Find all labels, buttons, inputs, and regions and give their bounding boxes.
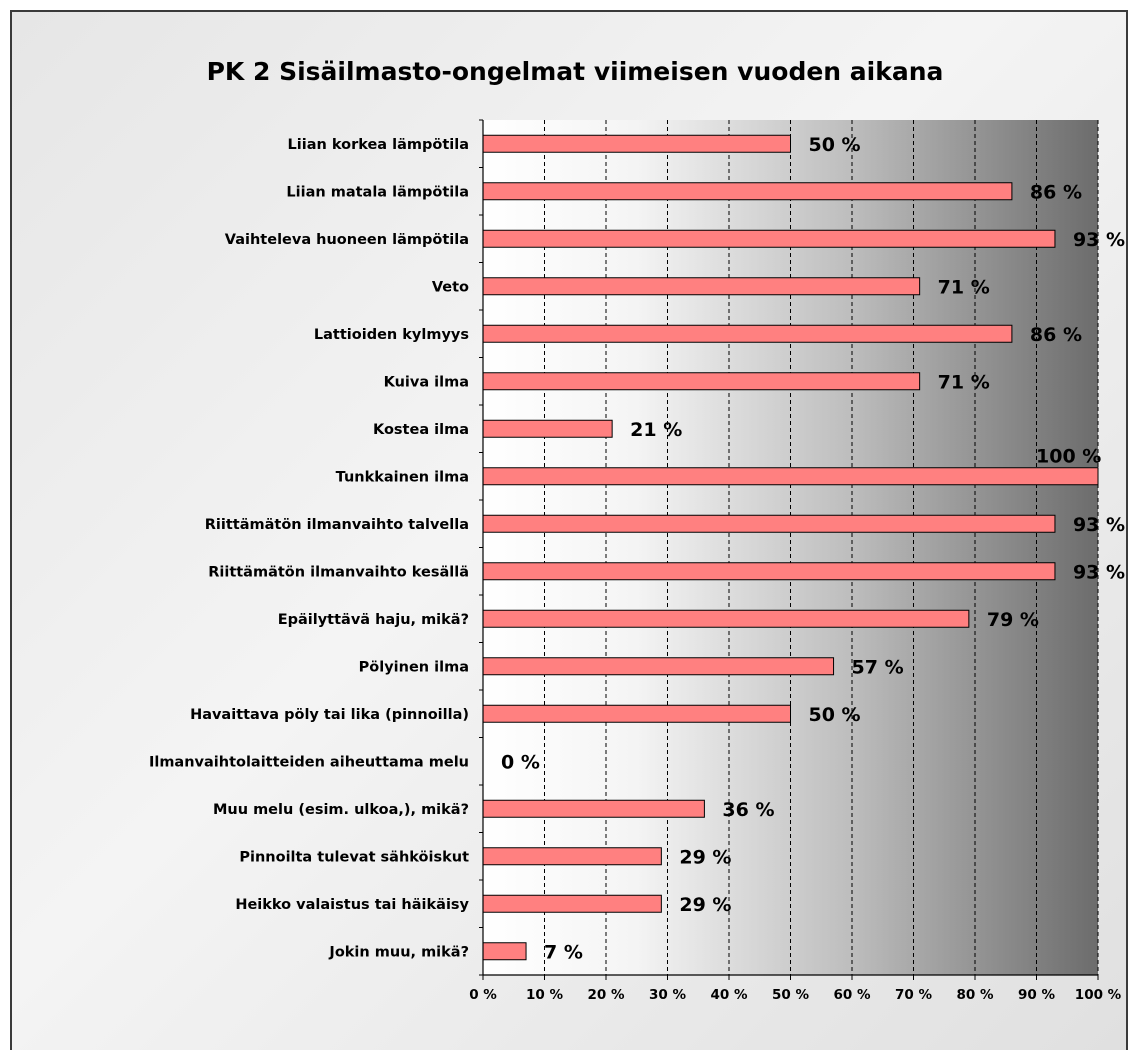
bar xyxy=(482,562,1056,581)
data-label: 50 % xyxy=(809,134,861,156)
x-tick-label: 30 % xyxy=(649,987,686,1003)
category-label: Lattioiden kylmyys xyxy=(314,327,469,343)
axes xyxy=(479,119,1099,980)
bar xyxy=(482,704,791,723)
data-label: 93 % xyxy=(1073,514,1125,536)
chart-title: PK 2 Sisäilmasto-ongelmat viimeisen vuod… xyxy=(207,57,944,86)
data-label: 50 % xyxy=(809,704,861,726)
bar xyxy=(482,657,835,676)
bar xyxy=(482,419,613,438)
data-label: 71 % xyxy=(938,371,990,393)
bar xyxy=(482,229,1056,248)
category-label: Liian korkea lämpötila xyxy=(288,137,469,153)
category-label: Pinnoilta tulevat sähköiskut xyxy=(239,849,469,865)
category-labels: Liian korkea lämpötila Liian matala lämpö… xyxy=(149,137,470,961)
x-tick-label: 0 % xyxy=(469,987,497,1003)
category-label: Kuiva ilma xyxy=(384,374,469,390)
category-label: Jokin muu, mikä? xyxy=(328,944,469,960)
data-label: 93 % xyxy=(1073,229,1125,251)
bar xyxy=(482,134,791,153)
category-label: Heikko valaistus tai häikäisy xyxy=(235,897,469,913)
bar xyxy=(482,467,1099,486)
data-label: 86 % xyxy=(1030,181,1082,203)
bar xyxy=(482,324,1013,343)
category-label: Ilmanvaihtolaitteiden aiheuttama melu xyxy=(149,754,469,770)
category-label: Havaittava pöly tai lika (pinnoilla) xyxy=(190,707,469,723)
category-label: Pölyinen ilma xyxy=(359,659,469,675)
data-label: 79 % xyxy=(987,609,1039,631)
x-tick-label: 90 % xyxy=(1018,987,1055,1003)
x-tick-label: 40 % xyxy=(710,987,747,1003)
data-label: 21 % xyxy=(630,419,682,441)
bar xyxy=(482,277,921,296)
x-tick-label: 80 % xyxy=(956,987,993,1003)
bar xyxy=(482,182,1013,201)
chart-frame: PK 2 Sisäilmasto-ongelmat viimeisen vuod… xyxy=(10,10,1128,1050)
category-label: Muu melu (esim. ulkoa,), mikä? xyxy=(213,802,469,818)
category-label: Liian matala lämpötila xyxy=(286,184,469,200)
data-label: 29 % xyxy=(679,846,731,868)
data-label: 7 % xyxy=(544,941,583,963)
data-label: 0 % xyxy=(501,751,540,773)
category-label: Kostea ilma xyxy=(373,422,469,438)
category-label: Epäilyttävä haju, mikä? xyxy=(278,612,469,628)
x-tick-label: 10 % xyxy=(526,987,563,1003)
x-tick-label: 50 % xyxy=(772,987,809,1003)
bar xyxy=(482,942,527,961)
x-tick-label: 70 % xyxy=(895,987,932,1003)
bars xyxy=(482,134,1099,961)
data-label: 57 % xyxy=(852,656,904,678)
category-label: Tunkkainen ilma xyxy=(336,469,469,485)
bar xyxy=(482,894,662,913)
category-label: Veto xyxy=(432,279,469,295)
category-label: Vaihteleva huoneen lämpötila xyxy=(225,232,469,248)
bar xyxy=(482,514,1056,533)
x-tick-labels: 0 % 10 % 20 % 30 % 40 % 50 % 60 % 70 % 80 % 90 % 1… xyxy=(469,987,1121,1003)
gridlines xyxy=(544,120,1099,975)
data-labels: 50 % 86 % 93 % 71 % 86 % 71 % 21 % 100 % 93 % 93 … xyxy=(501,134,1125,964)
data-label: 36 % xyxy=(722,799,774,821)
bar xyxy=(482,799,705,818)
data-label: 71 % xyxy=(938,276,990,298)
bar xyxy=(482,609,970,628)
bar-chart: PK 2 Sisäilmasto-ongelmat viimeisen vuod… xyxy=(149,57,1125,1003)
data-label: 86 % xyxy=(1030,324,1082,346)
bar xyxy=(482,372,921,391)
x-tick-label: 20 % xyxy=(587,987,624,1003)
data-label: 100 % xyxy=(1036,445,1101,467)
data-label: 29 % xyxy=(679,894,731,916)
data-label: 93 % xyxy=(1073,561,1125,583)
category-label: Riittämätön ilmanvaihto kesällä xyxy=(208,564,469,580)
x-tick-label: 60 % xyxy=(833,987,870,1003)
bar xyxy=(482,847,662,866)
x-tick-label: 100 % xyxy=(1075,987,1122,1003)
category-label: Riittämätön ilmanvaihto talvella xyxy=(205,517,469,533)
